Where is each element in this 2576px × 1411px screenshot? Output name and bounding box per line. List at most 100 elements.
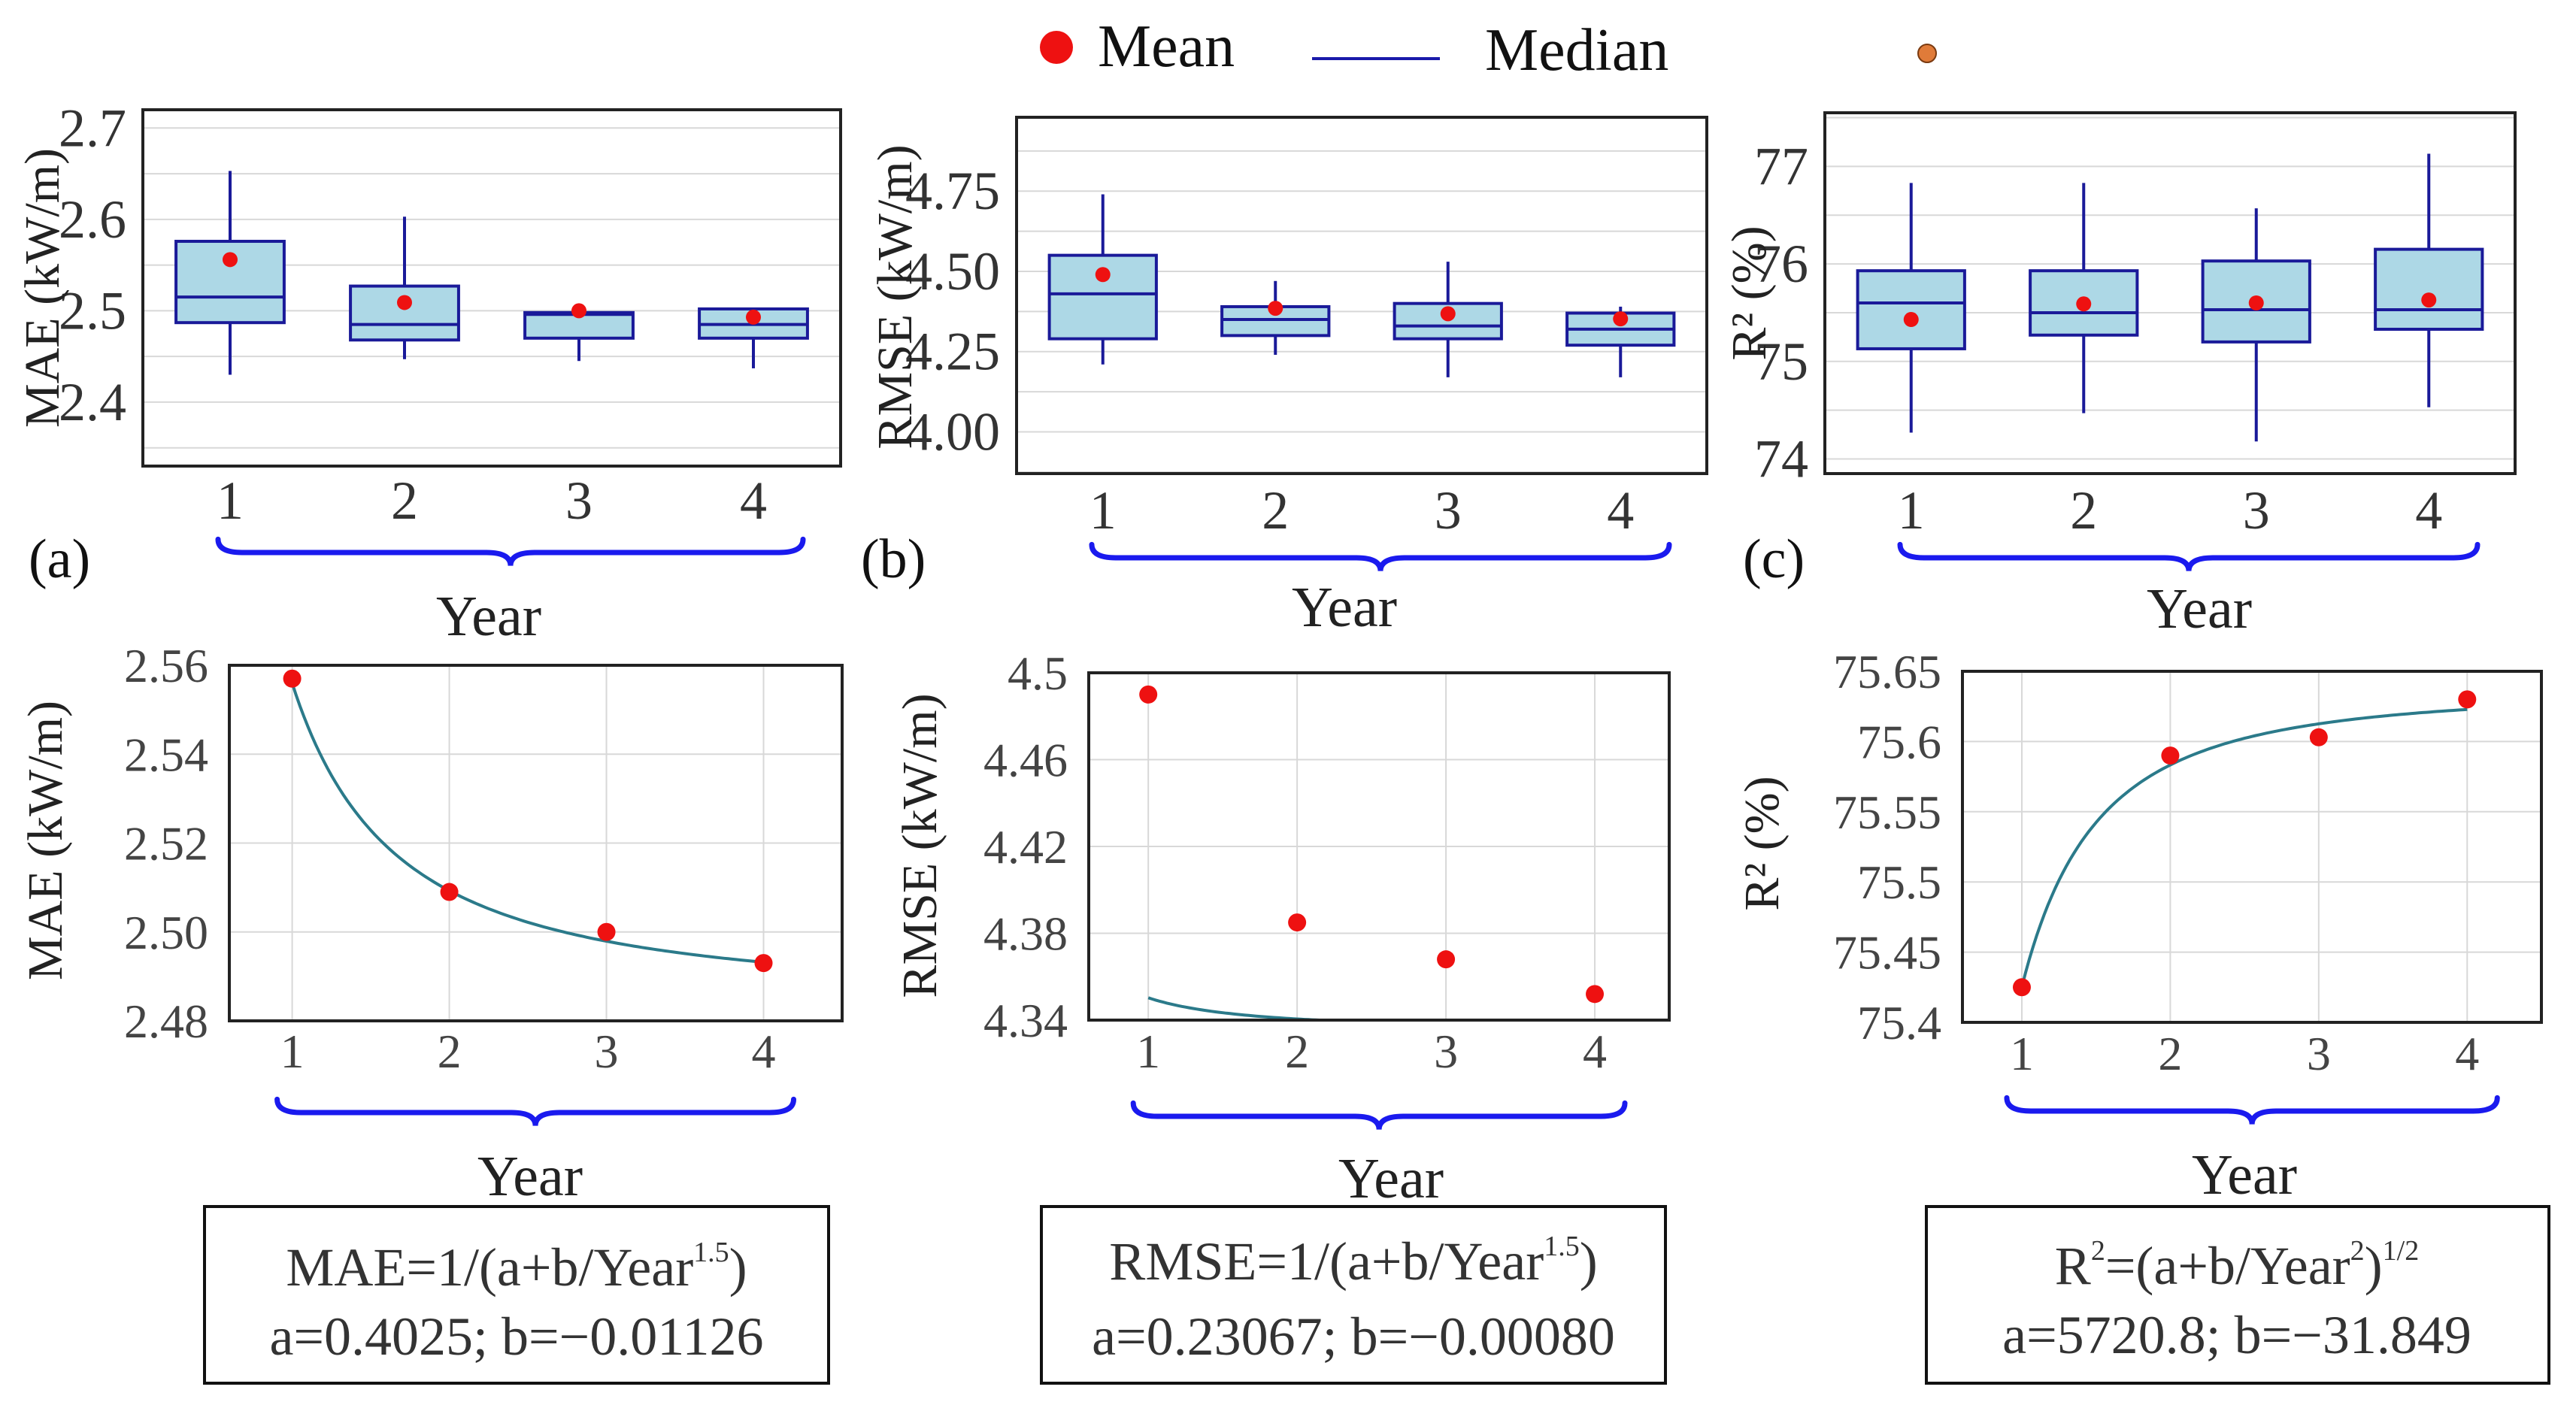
- y-axis-label: RMSE (kW/m): [893, 693, 947, 998]
- x-tick-label: 4: [752, 1025, 776, 1078]
- fit-curve: [2020, 707, 2468, 988]
- x-tick-label: 1: [280, 1025, 305, 1078]
- y-axis-label: RMSE (kW/m): [868, 144, 923, 449]
- mean-point: [1903, 312, 1919, 328]
- y-tick-label: 74: [1754, 429, 1808, 489]
- year-brace: [1089, 541, 1672, 571]
- y-tick-label: 2.48: [124, 995, 208, 1048]
- y-tick-label: 2.56: [124, 639, 208, 692]
- y-tick-label: 2.50: [124, 906, 208, 959]
- data-point: [597, 922, 616, 941]
- mean-point: [2421, 292, 2437, 308]
- equation-rmse-params: a=0.23067; b=−0.00080: [1092, 1307, 1615, 1367]
- y-tick-label: 4.42: [983, 820, 1068, 874]
- mean-point: [1613, 311, 1629, 327]
- x-tick-label: 3: [2243, 480, 2270, 540]
- y-tick-label: 4.5: [1008, 646, 1068, 700]
- data-point: [2012, 978, 2031, 997]
- x-tick-label: 3: [1435, 480, 1462, 540]
- y-tick-label: 2.54: [124, 728, 208, 781]
- plot-frame: [141, 108, 842, 468]
- data-point: [2309, 728, 2328, 746]
- year-brace: [215, 536, 806, 566]
- x-axis-label: Year: [2192, 1143, 2297, 1207]
- x-tick-label: 3: [595, 1025, 619, 1078]
- plot-frame: [1015, 116, 1708, 475]
- equation-r2-params: a=5720.8; b=−31.849: [2002, 1305, 2471, 1365]
- x-tick-label: 3: [2307, 1027, 2331, 1080]
- equation-box-r2: R2=(a+b/Year2)1/2 a=5720.8; b=−31.849: [1925, 1205, 2550, 1385]
- y-tick-label: 75: [1754, 332, 1808, 392]
- legend-mean-label: Mean: [1098, 14, 1235, 80]
- y-tick-label: 75.5: [1857, 855, 1941, 909]
- x-tick-label: 2: [2158, 1027, 2182, 1080]
- y-axis-label: MAE (kW/m): [15, 148, 70, 428]
- y-tick-label: 4.50: [905, 241, 1000, 301]
- equation-box-mae: MAE=1/(a+b/Year1.5) a=0.4025; b=−0.01126: [203, 1205, 830, 1385]
- data-point: [283, 669, 302, 688]
- legend-median-label: Median: [1485, 17, 1668, 83]
- plot-frame: [1961, 670, 2543, 1024]
- plot-area: [1962, 671, 2541, 1022]
- x-tick-label: 3: [1434, 1025, 1458, 1078]
- year-brace: [274, 1096, 797, 1126]
- y-tick-label: 4.46: [983, 734, 1068, 787]
- x-tick-label: 2: [2070, 480, 2097, 540]
- data-point: [1288, 913, 1307, 932]
- mean-point: [746, 309, 761, 325]
- legend-mean-marker: [1040, 31, 1073, 64]
- y-tick-label: 75.65: [1833, 645, 1941, 698]
- x-tick-label: 2: [438, 1025, 462, 1078]
- year-brace: [1130, 1100, 1628, 1130]
- y-tick-label: 4.00: [905, 401, 1000, 462]
- equation-r2-formula: R2=(a+b/Year2)1/2: [2055, 1235, 2419, 1296]
- data-point: [2161, 746, 2180, 765]
- y-axis-label: MAE (kW/m): [18, 701, 73, 980]
- x-tick-label: 2: [1262, 480, 1289, 540]
- panel-d-mae-fit: 2.48 2.50 2.52 2.54 2.56 1 2 3 4 MAE (kW/m) Year: [18, 639, 844, 1208]
- x-tick-label: 2: [1285, 1025, 1309, 1078]
- x-tick-label: 4: [1583, 1025, 1607, 1078]
- panel-label-a: (a): [29, 528, 90, 590]
- data-point: [440, 883, 459, 901]
- panel-a-mae-boxplot: 2.4 2.5 2.6 2.7 1 2 3 4 MAE (kW/m) Year: [15, 98, 842, 648]
- x-tick-label: 1: [2010, 1027, 2034, 1080]
- data-point: [1437, 950, 1456, 969]
- legend: Mean Median: [1040, 14, 1937, 83]
- y-tick-label: 75.55: [1833, 786, 1941, 839]
- equation-rmse-formula: RMSE=1/(a+b/Year1.5): [1109, 1231, 1597, 1291]
- fit-curve: [290, 683, 764, 964]
- y-tick-label: 2.52: [124, 817, 208, 871]
- x-tick-label: 1: [217, 471, 244, 531]
- x-tick-label: 3: [565, 471, 592, 531]
- panel-label-c: (c): [1743, 528, 1805, 590]
- plot-frame: [1823, 111, 2517, 475]
- box-iqr: [349, 284, 460, 342]
- x-axis-label: Year: [477, 1145, 583, 1208]
- box-iqr: [1856, 269, 1966, 350]
- mean-point: [1095, 267, 1111, 283]
- y-tick-label: 4.25: [905, 322, 1000, 382]
- x-axis-label: Year: [436, 585, 541, 648]
- y-tick-label: 77: [1754, 136, 1808, 196]
- data-point: [754, 954, 773, 973]
- equation-box-rmse: RMSE=1/(a+b/Year1.5) a=0.23067; b=−0.000…: [1040, 1205, 1667, 1385]
- panel-label-b: (b): [861, 528, 926, 590]
- y-tick-label: 75.4: [1857, 996, 1941, 1049]
- mean-point: [223, 252, 238, 268]
- x-tick-label: 4: [2455, 1027, 2479, 1080]
- x-tick-label: 1: [1089, 480, 1117, 540]
- panel-b-rmse-boxplot: 4.00 4.25 4.50 4.75 1 2 3 4 RMSE (kW/m) Year: [868, 116, 1708, 639]
- box-iqr: [2374, 247, 2484, 331]
- x-tick-label: 1: [1136, 1025, 1160, 1078]
- equation-mae-formula: MAE=1/(a+b/Year1.5): [286, 1237, 747, 1297]
- legend-extra-marker: [1917, 44, 1937, 63]
- y-tick-label: 75.6: [1857, 715, 1941, 768]
- y-axis-label: R² (%): [1735, 776, 1790, 910]
- panel-e-rmse-fit: 4.34 4.38 4.42 4.46 4.5 1 2 3 4 RMSE (kW/m) Year: [893, 646, 1671, 1210]
- data-point: [1139, 685, 1158, 704]
- mean-point: [1268, 301, 1283, 316]
- plot-frame: [1087, 671, 1671, 1022]
- y-tick-label: 2.6: [59, 189, 126, 250]
